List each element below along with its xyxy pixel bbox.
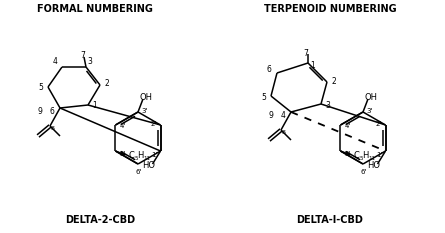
Text: 2: 2 bbox=[105, 79, 109, 89]
Text: 3: 3 bbox=[326, 100, 331, 110]
Text: 2': 2' bbox=[376, 121, 382, 127]
Text: 5': 5' bbox=[344, 151, 351, 157]
Text: 3': 3' bbox=[367, 108, 373, 114]
Text: 5: 5 bbox=[360, 157, 363, 161]
Text: 4: 4 bbox=[280, 112, 285, 120]
Text: 8: 8 bbox=[51, 126, 55, 130]
Text: 5: 5 bbox=[39, 83, 44, 93]
Text: OH: OH bbox=[139, 93, 153, 103]
Text: H: H bbox=[138, 151, 144, 161]
Text: 7: 7 bbox=[303, 48, 308, 58]
Text: 4': 4' bbox=[344, 123, 351, 129]
Text: 9: 9 bbox=[37, 107, 42, 116]
Text: 6': 6' bbox=[136, 169, 142, 175]
Text: 1': 1' bbox=[376, 152, 383, 158]
Text: 2': 2' bbox=[150, 121, 157, 127]
Text: 6: 6 bbox=[267, 65, 271, 73]
Text: TERPENOID NUMBERING: TERPENOID NUMBERING bbox=[264, 4, 396, 14]
Text: DELTA-2-CBD: DELTA-2-CBD bbox=[65, 215, 135, 225]
Text: C: C bbox=[129, 151, 134, 161]
Text: 5: 5 bbox=[262, 93, 267, 102]
Text: 1: 1 bbox=[93, 102, 97, 110]
Text: OH: OH bbox=[364, 93, 377, 103]
Text: FORMAL NUMBERING: FORMAL NUMBERING bbox=[37, 4, 153, 14]
Text: 3': 3' bbox=[142, 108, 148, 114]
Text: 6: 6 bbox=[49, 106, 54, 116]
Text: C: C bbox=[353, 151, 360, 161]
Text: 5': 5' bbox=[119, 151, 125, 157]
Text: 11: 11 bbox=[368, 157, 375, 161]
Text: HO: HO bbox=[367, 161, 380, 171]
Text: 1': 1' bbox=[151, 152, 158, 158]
Text: 3: 3 bbox=[88, 58, 93, 66]
Text: 7: 7 bbox=[81, 51, 85, 59]
Text: 4: 4 bbox=[53, 58, 57, 66]
Text: 2: 2 bbox=[332, 76, 336, 86]
Text: 1: 1 bbox=[311, 62, 316, 71]
Text: 8: 8 bbox=[282, 130, 286, 134]
Text: 11: 11 bbox=[143, 157, 150, 161]
Text: 4': 4' bbox=[119, 123, 125, 129]
Text: H: H bbox=[362, 151, 368, 161]
Text: 6': 6' bbox=[361, 169, 367, 175]
Text: 9: 9 bbox=[269, 112, 273, 120]
Text: DELTA-I-CBD: DELTA-I-CBD bbox=[296, 215, 364, 225]
Text: HO: HO bbox=[142, 161, 155, 171]
Text: 5: 5 bbox=[135, 157, 138, 161]
